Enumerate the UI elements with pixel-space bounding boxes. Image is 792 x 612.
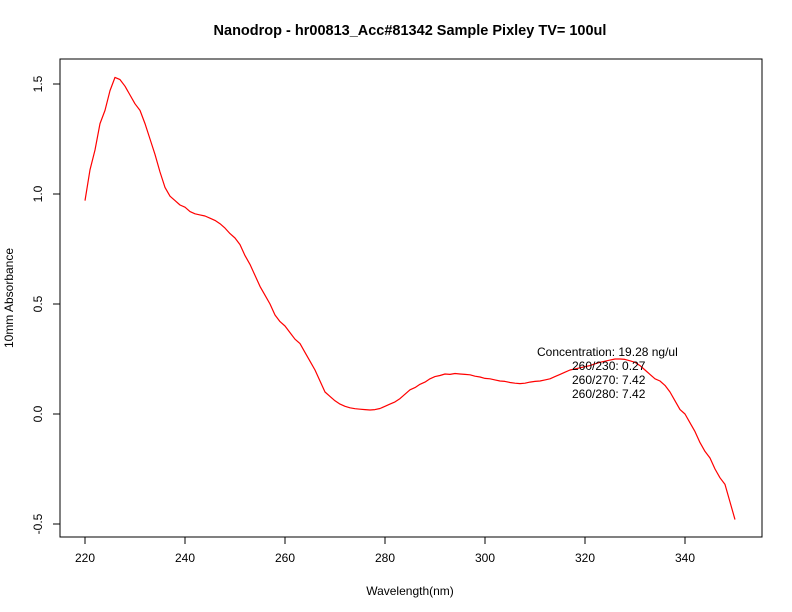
- x-tick-label: 240: [175, 551, 195, 565]
- x-axis-title: Wavelength(nm): [366, 584, 454, 598]
- y-tick-label: 1.5: [31, 75, 45, 92]
- x-tick-label: 280: [375, 551, 395, 565]
- annotation-block: Concentration: 19.28 ng/ul 260/230: 0.27…: [537, 345, 678, 401]
- x-tick-label: 340: [675, 551, 695, 565]
- y-axis-title: 10mm Absorbance: [2, 248, 16, 348]
- annotation-ratio-260-270: 260/270: 7.42: [572, 373, 646, 387]
- absorbance-series-line: [84, 76, 736, 520]
- x-axis: 220 240 260 280 300 320 340: [75, 536, 695, 565]
- annotation-ratio-260-280: 260/280: 7.42: [572, 387, 646, 401]
- x-tick-label: 320: [575, 551, 595, 565]
- annotation-ratio-260-230: 260/230: 0.27: [572, 359, 646, 373]
- x-tick-label: 260: [275, 551, 295, 565]
- x-tick-label: 220: [75, 551, 95, 565]
- chart-title: Nanodrop - hr00813_Acc#81342 Sample Pixl…: [214, 23, 607, 39]
- series-layer: [84, 76, 736, 520]
- x-tick-label: 300: [475, 551, 495, 565]
- y-tick-label: 0.5: [31, 295, 45, 312]
- y-tick-label: 1.0: [31, 185, 45, 202]
- annotation-concentration: Concentration: 19.28 ng/ul: [537, 345, 678, 359]
- y-tick-label: 0.0: [31, 405, 45, 422]
- y-axis: -0.5 0.0 0.5 1.0 1.5: [31, 75, 61, 534]
- y-tick-label: -0.5: [31, 513, 45, 534]
